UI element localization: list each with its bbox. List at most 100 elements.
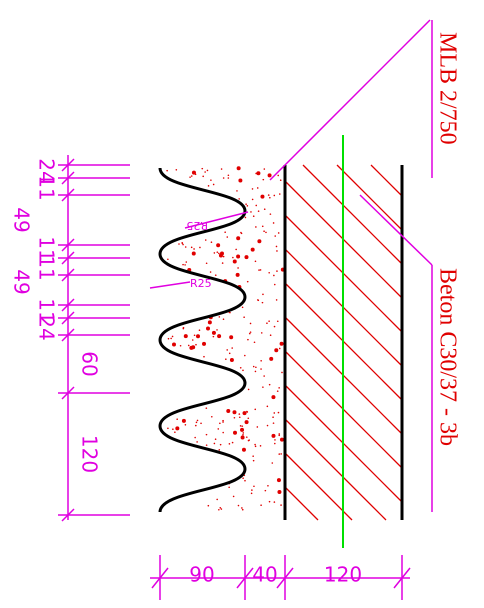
dot xyxy=(233,416,236,419)
hatch-line xyxy=(284,418,387,521)
dot xyxy=(260,359,262,362)
dot xyxy=(232,256,234,259)
tick xyxy=(236,567,254,589)
dot xyxy=(219,443,222,446)
dot xyxy=(205,262,208,265)
dot xyxy=(252,215,255,218)
dim-label: 90 xyxy=(189,563,214,587)
dot xyxy=(250,211,252,213)
dim-label: 11 xyxy=(35,298,59,323)
dot xyxy=(189,345,194,350)
dot xyxy=(255,226,257,228)
dot xyxy=(278,453,281,455)
dot xyxy=(181,418,186,423)
dot xyxy=(181,242,184,245)
dot xyxy=(244,216,247,219)
dot xyxy=(191,251,196,256)
dot xyxy=(205,444,208,446)
dot xyxy=(246,205,249,207)
dot xyxy=(226,236,229,238)
dot xyxy=(205,407,208,409)
dot xyxy=(244,420,249,425)
dot xyxy=(167,337,170,340)
dot xyxy=(245,436,248,438)
hatch-line xyxy=(370,164,403,197)
dot xyxy=(250,492,253,495)
dot xyxy=(255,366,257,369)
dot xyxy=(241,507,243,509)
dot xyxy=(281,371,283,374)
dot xyxy=(207,320,212,325)
tick xyxy=(61,188,75,202)
dot xyxy=(278,347,281,350)
dot xyxy=(258,172,260,175)
dot xyxy=(269,196,271,199)
dot xyxy=(238,178,243,183)
dot xyxy=(207,504,210,507)
dot xyxy=(193,334,196,337)
dot xyxy=(256,426,259,428)
dim-label: 11 xyxy=(35,255,59,280)
dot xyxy=(251,489,253,491)
dot xyxy=(193,248,195,250)
tick xyxy=(61,311,75,325)
dot xyxy=(229,357,234,362)
dot xyxy=(244,479,246,482)
dim-label: 11 xyxy=(35,236,59,261)
dot xyxy=(209,271,212,273)
dot xyxy=(196,419,199,422)
dot xyxy=(242,477,244,479)
dot xyxy=(200,422,202,425)
dot xyxy=(272,416,274,419)
dot xyxy=(246,280,249,283)
dot xyxy=(212,335,215,338)
label: MLB 2/750 xyxy=(434,32,460,145)
dot xyxy=(213,252,216,254)
dot xyxy=(172,428,174,431)
dot xyxy=(246,410,248,413)
dot xyxy=(202,341,207,346)
dot xyxy=(260,332,263,334)
dot xyxy=(266,322,268,325)
dot xyxy=(276,270,278,272)
dot xyxy=(216,498,218,501)
dot xyxy=(204,239,207,241)
dot xyxy=(244,255,249,260)
dot xyxy=(274,439,276,441)
dot xyxy=(254,260,257,263)
hatch-line xyxy=(302,164,403,265)
dot xyxy=(184,423,187,426)
dot xyxy=(226,409,231,414)
dot xyxy=(241,508,244,511)
dot xyxy=(274,442,276,445)
dot xyxy=(175,426,180,431)
dot xyxy=(240,232,243,235)
dot xyxy=(278,193,281,195)
dot xyxy=(195,343,197,346)
dot xyxy=(167,258,169,261)
dot xyxy=(257,299,259,301)
dot xyxy=(262,386,264,388)
dot xyxy=(273,283,276,286)
dot xyxy=(258,269,260,271)
tick xyxy=(61,298,75,312)
dot xyxy=(275,299,278,301)
dot xyxy=(207,185,210,187)
dot xyxy=(211,330,216,335)
dot xyxy=(242,432,245,434)
dot xyxy=(245,203,247,205)
dot xyxy=(229,335,234,340)
dot xyxy=(252,459,255,462)
dot xyxy=(231,347,233,349)
tick xyxy=(393,567,411,589)
dot xyxy=(271,433,276,438)
dot xyxy=(276,478,281,483)
dot xyxy=(182,263,184,266)
dot xyxy=(242,411,247,416)
leader xyxy=(359,194,433,266)
dot xyxy=(195,421,198,424)
dot xyxy=(235,272,240,277)
dot xyxy=(225,358,227,360)
dot xyxy=(257,210,260,212)
